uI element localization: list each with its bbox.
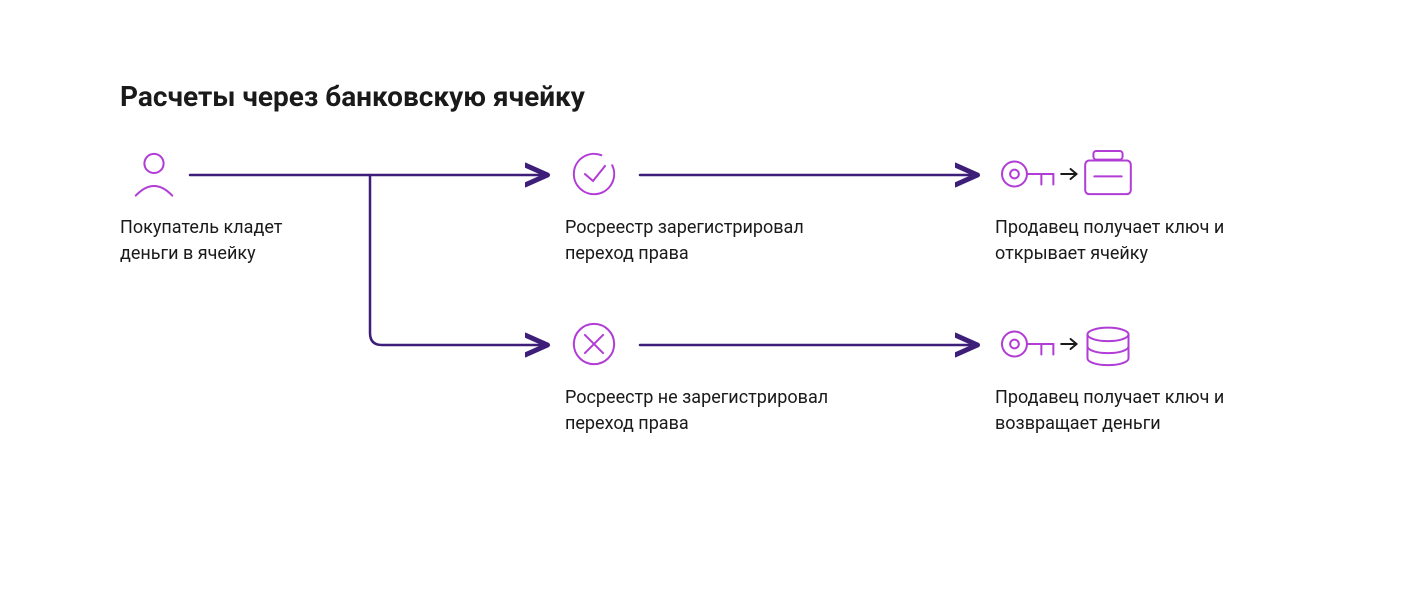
seller-opens-label: Продавец получает ключ и открывает ячейк… bbox=[995, 215, 1245, 267]
person-icon bbox=[130, 150, 178, 198]
key-coins-icon bbox=[1000, 320, 1160, 368]
x-circle-icon bbox=[570, 320, 618, 368]
registered-label: Росреестр зарегистрировал переход права bbox=[565, 215, 845, 267]
buyer-label: Покупатель кладет деньги в ячейку bbox=[120, 215, 340, 267]
seller-returns-label: Продавец получает ключ и возвращает день… bbox=[995, 385, 1225, 437]
not-registered-label: Росреестр не зарегистрировал переход пра… bbox=[565, 385, 865, 437]
flow-arrow bbox=[370, 175, 545, 345]
diagram-title: Расчеты через банковскую ячейку bbox=[120, 80, 585, 113]
check-circle-icon bbox=[570, 150, 618, 198]
key-safe-icon bbox=[1000, 150, 1160, 198]
